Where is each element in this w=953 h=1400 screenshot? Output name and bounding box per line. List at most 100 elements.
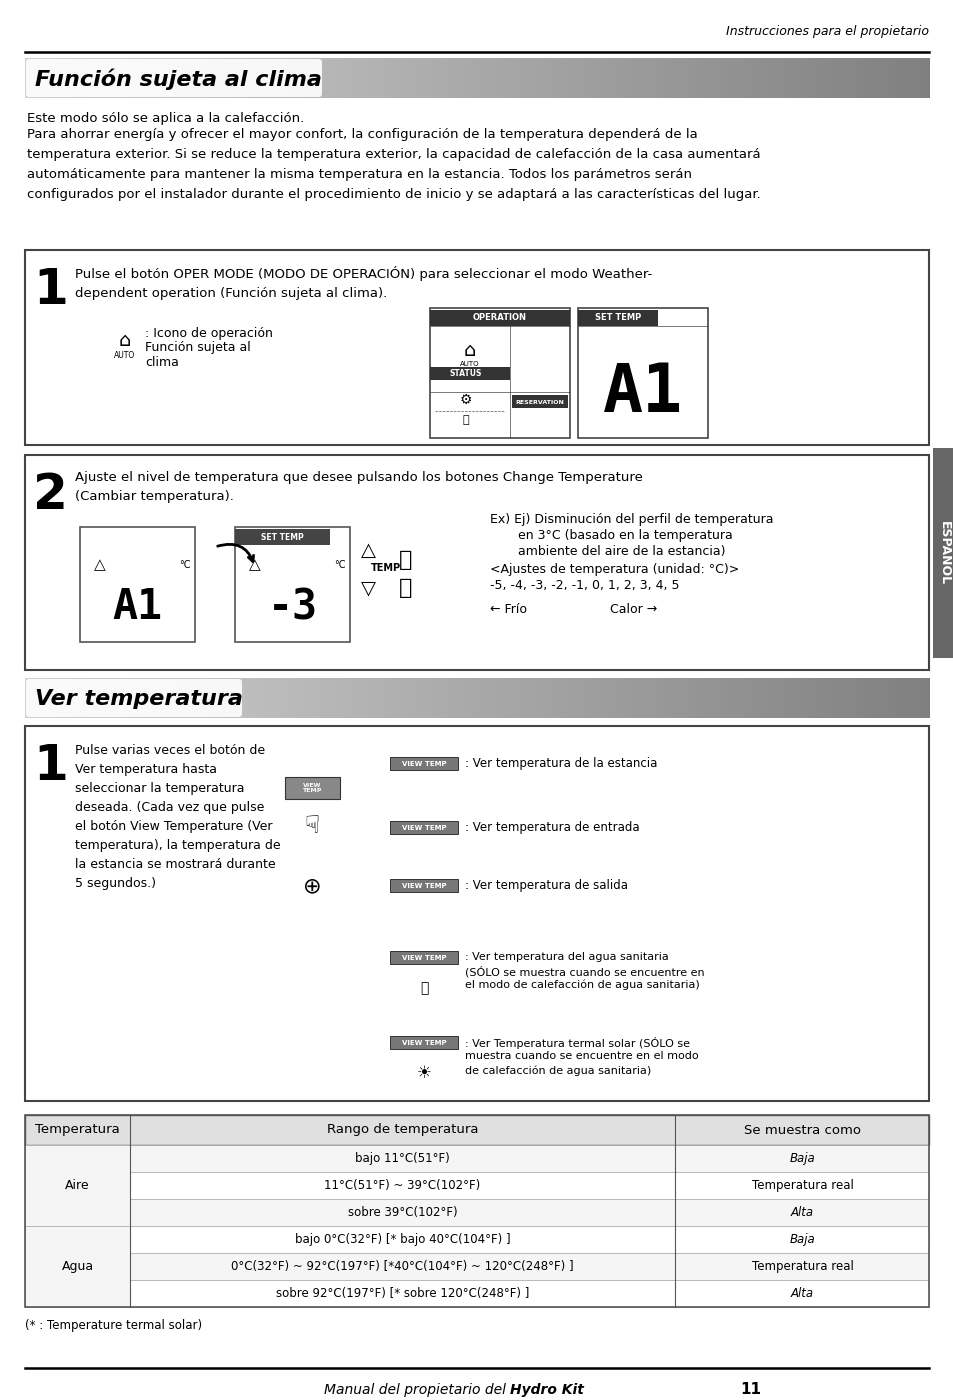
Bar <box>862 678 866 718</box>
Text: VIEW TEMP: VIEW TEMP <box>401 1040 446 1046</box>
Bar <box>555 678 558 718</box>
Text: ⚙: ⚙ <box>459 393 472 407</box>
Bar <box>525 678 529 718</box>
Bar <box>25 678 29 718</box>
Bar <box>838 678 841 718</box>
Text: 0°C(32°F) ~ 92°C(197°F) [*40°C(104°F) ~ 120°C(248°F) ]: 0°C(32°F) ~ 92°C(197°F) [*40°C(104°F) ~ … <box>231 1260 573 1273</box>
Bar <box>106 57 111 98</box>
Bar <box>850 57 854 98</box>
Bar <box>52 57 56 98</box>
Bar <box>157 678 161 718</box>
Bar <box>206 57 210 98</box>
Bar <box>290 678 294 718</box>
Text: Se muestra como: Se muestra como <box>743 1123 861 1137</box>
Bar <box>133 57 137 98</box>
Bar <box>281 57 285 98</box>
Bar <box>807 57 812 98</box>
Bar <box>375 57 378 98</box>
Bar <box>862 57 866 98</box>
Text: (* : Temperature termal solar): (* : Temperature termal solar) <box>25 1319 202 1331</box>
Bar <box>293 57 297 98</box>
Bar <box>121 678 125 718</box>
Bar <box>149 57 152 98</box>
Bar <box>868 678 872 718</box>
Bar <box>757 678 760 718</box>
Text: : Ver Temperatura termal solar (SÓLO se: : Ver Temperatura termal solar (SÓLO se <box>464 1037 689 1049</box>
Bar <box>61 678 65 718</box>
Text: : Ver temperatura del agua sanitaria: : Ver temperatura del agua sanitaria <box>464 952 668 962</box>
Bar <box>85 678 90 718</box>
Bar <box>864 57 869 98</box>
Bar <box>52 678 56 718</box>
Bar <box>922 57 926 98</box>
Bar <box>817 57 821 98</box>
Bar <box>847 57 851 98</box>
Bar <box>235 57 240 98</box>
Bar <box>97 678 101 718</box>
Bar <box>272 678 275 718</box>
Bar <box>212 678 215 718</box>
Bar <box>672 57 677 98</box>
Bar <box>567 678 571 718</box>
Bar <box>570 678 574 718</box>
Bar <box>160 57 165 98</box>
Bar <box>461 678 465 718</box>
Bar <box>287 57 291 98</box>
Bar <box>567 57 571 98</box>
Text: TEMP: TEMP <box>371 563 400 573</box>
Bar <box>732 57 737 98</box>
Bar <box>789 57 794 98</box>
Bar <box>146 678 150 718</box>
Bar <box>684 57 688 98</box>
Bar <box>534 57 537 98</box>
Bar <box>428 678 433 718</box>
Bar <box>715 57 719 98</box>
Bar <box>603 57 607 98</box>
Bar <box>880 678 883 718</box>
Bar <box>118 57 122 98</box>
Bar <box>841 57 844 98</box>
Bar <box>729 678 734 718</box>
Bar <box>67 678 71 718</box>
Text: Ajuste el nivel de temperatura que desee pulsando los botones Change Temperature: Ajuste el nivel de temperatura que desee… <box>75 470 642 503</box>
Bar <box>700 678 703 718</box>
Bar <box>747 678 751 718</box>
Bar <box>772 57 776 98</box>
Bar <box>796 678 800 718</box>
Text: Alta: Alta <box>790 1205 813 1219</box>
Bar <box>79 678 83 718</box>
Bar <box>600 678 604 718</box>
Bar <box>106 678 111 718</box>
Bar <box>314 678 318 718</box>
Bar <box>227 678 231 718</box>
Bar <box>100 57 104 98</box>
Bar <box>793 678 797 718</box>
Bar <box>371 57 375 98</box>
Bar <box>253 57 257 98</box>
Bar <box>542 57 547 98</box>
Bar <box>711 678 716 718</box>
Bar <box>669 57 673 98</box>
Bar <box>781 678 784 718</box>
Bar <box>245 57 249 98</box>
Bar <box>889 57 893 98</box>
Bar <box>278 57 282 98</box>
Text: VIEW TEMP: VIEW TEMP <box>401 883 446 889</box>
Bar <box>110 678 113 718</box>
Bar <box>299 57 303 98</box>
Text: VIEW TEMP: VIEW TEMP <box>401 825 446 832</box>
Bar <box>133 678 137 718</box>
Bar <box>606 678 610 718</box>
Bar <box>94 57 98 98</box>
Bar <box>191 678 194 718</box>
Bar <box>468 57 472 98</box>
Bar <box>390 757 457 770</box>
Bar <box>814 57 818 98</box>
Bar <box>425 57 430 98</box>
Bar <box>633 57 637 98</box>
Bar <box>320 678 324 718</box>
Text: sobre 39°C(102°F): sobre 39°C(102°F) <box>347 1205 456 1219</box>
Text: A1: A1 <box>602 360 682 426</box>
Bar <box>871 678 875 718</box>
FancyBboxPatch shape <box>26 679 242 717</box>
